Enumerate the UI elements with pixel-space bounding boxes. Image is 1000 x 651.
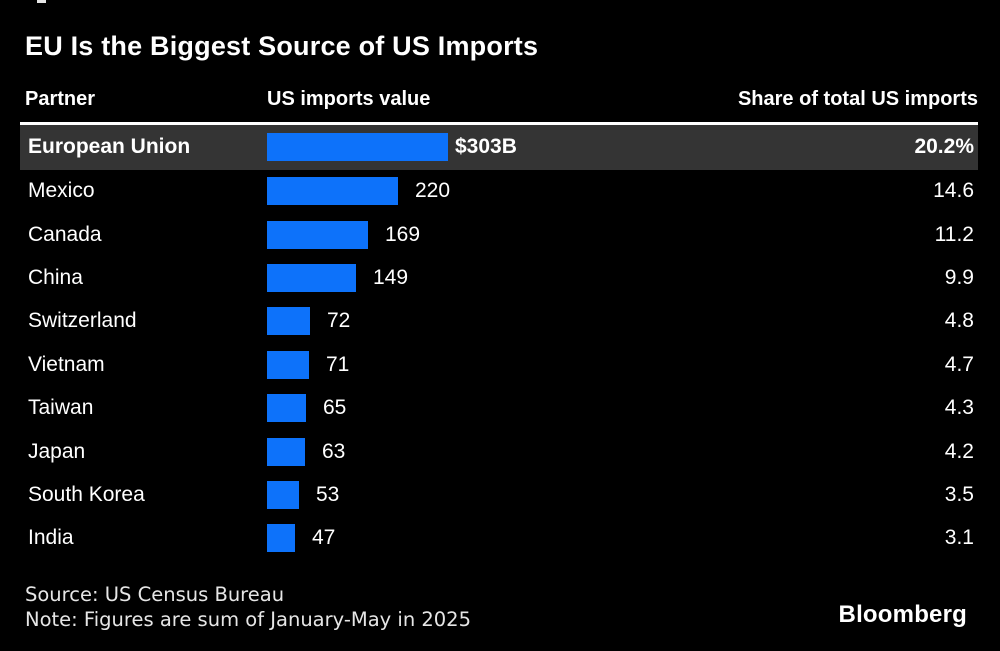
chart-title: EU Is the Biggest Source of US Imports [25,31,539,61]
table-row: Switzerland 72 4.8 [20,300,978,343]
share-label: 11.2 [934,222,974,246]
partner-label: China [28,265,83,289]
table-row: Japan 63 4.2 [20,430,978,473]
value-bar [267,307,310,336]
partner-label: Vietnam [28,352,105,376]
partner-label: Mexico [28,179,95,203]
share-label: 4.7 [944,352,974,376]
value-label: 71 [326,352,350,376]
header-separator-rule [20,122,978,125]
table-row: South Korea 53 3.5 [20,473,978,516]
partner-label: South Korea [28,482,145,506]
share-label: 3.1 [944,526,974,550]
partner-label: India [28,526,74,550]
table-row: Mexico 220 14.6 [20,170,978,213]
bloomberg-logo: Bloomberg [838,601,967,628]
column-header-share: Share of total US imports [737,88,978,110]
value-label: 149 [373,265,409,289]
table-row: European Union $303B 20.2% [20,125,978,170]
value-label: 169 [385,222,421,246]
note-text: Note: Figures are sum of January-May in … [25,608,471,631]
value-bar [267,220,368,249]
value-bar [267,524,295,553]
share-label: 14.6 [933,179,974,203]
value-bar [267,263,356,292]
value-label: 47 [312,526,336,550]
value-label: 63 [322,439,346,463]
value-label: 53 [316,482,340,506]
column-header-imports-value: US imports value [267,88,431,110]
share-label: 4.2 [944,439,974,463]
value-bar [267,177,398,206]
value-label: 220 [415,179,451,203]
partner-label: European Union [28,135,191,159]
column-header-partner: Partner [25,88,96,110]
share-label: 20.2% [914,135,974,159]
value-bar [267,394,306,423]
table-row: Canada 169 11.2 [20,213,978,256]
value-label: 65 [323,396,347,420]
value-bar [267,480,299,509]
table-row: Vietnam 71 4.7 [20,343,978,386]
value-label: 72 [327,309,351,333]
table-row: China 149 9.9 [20,256,978,299]
share-label: 3.5 [944,482,974,506]
share-label: 9.9 [944,265,974,289]
partner-label: Taiwan [28,396,94,420]
partner-label: Canada [28,222,102,246]
value-bar [267,133,448,162]
crop-mark [37,0,46,3]
partner-label: Switzerland [28,309,137,333]
value-label: $303B [455,135,517,159]
table-row: India 47 3.1 [20,517,978,560]
bar-table: European Union $303B 20.2% Mexico 220 14.6 Can… [20,125,978,560]
source-text: Source: US Census Bureau [25,583,285,606]
share-label: 4.3 [944,396,974,420]
share-label: 4.8 [944,309,974,333]
table-row: Taiwan 65 4.3 [20,386,978,429]
value-bar [267,350,309,379]
value-bar [267,437,305,466]
partner-label: Japan [28,439,86,463]
